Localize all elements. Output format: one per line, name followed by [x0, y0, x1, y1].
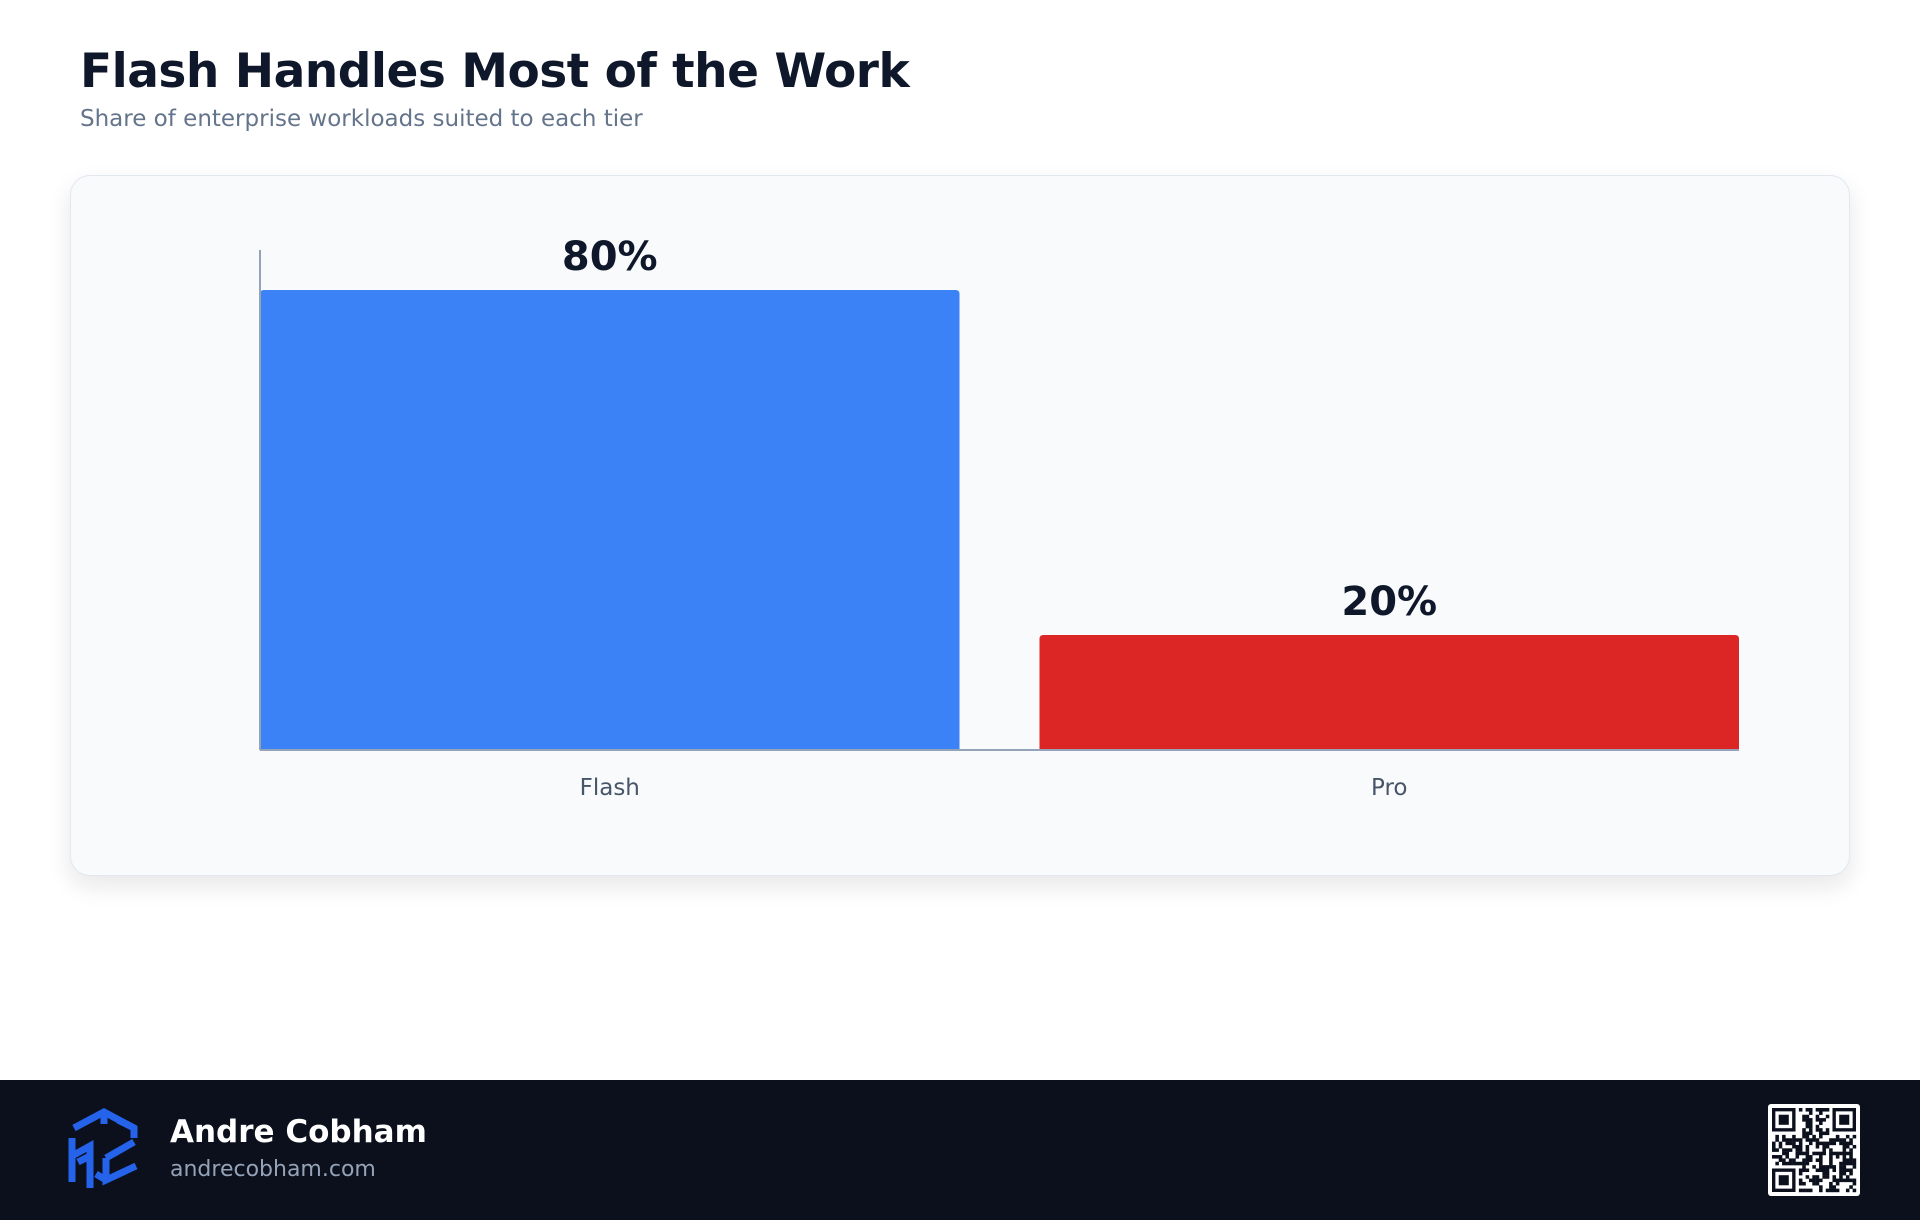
bar-flash: [260, 290, 960, 750]
bar-value-label-flash: 80%: [562, 234, 658, 280]
qr-code-icon: [1768, 1104, 1860, 1196]
chart-title: Flash Handles Most of the Work: [80, 44, 910, 99]
bar-chart: 80% Flash 20% Pro: [259, 234, 1739, 801]
bar-value-label-pro: 20%: [1341, 579, 1437, 625]
footer: Andre Cobham andrecobham.com: [0, 1080, 1920, 1220]
x-tick-label-flash: Flash: [580, 775, 640, 801]
cube-logo-icon: [66, 1108, 142, 1192]
bar-pro: [1039, 635, 1739, 750]
author-website-link[interactable]: andrecobham.com: [170, 1157, 376, 1182]
x-tick-label-pro: Pro: [1371, 775, 1408, 801]
chart-subtitle: Share of enterprise workloads suited to …: [80, 106, 643, 132]
chart-card: 80% Flash 20% Pro: [70, 175, 1850, 876]
author-name: Andre Cobham: [170, 1114, 427, 1150]
